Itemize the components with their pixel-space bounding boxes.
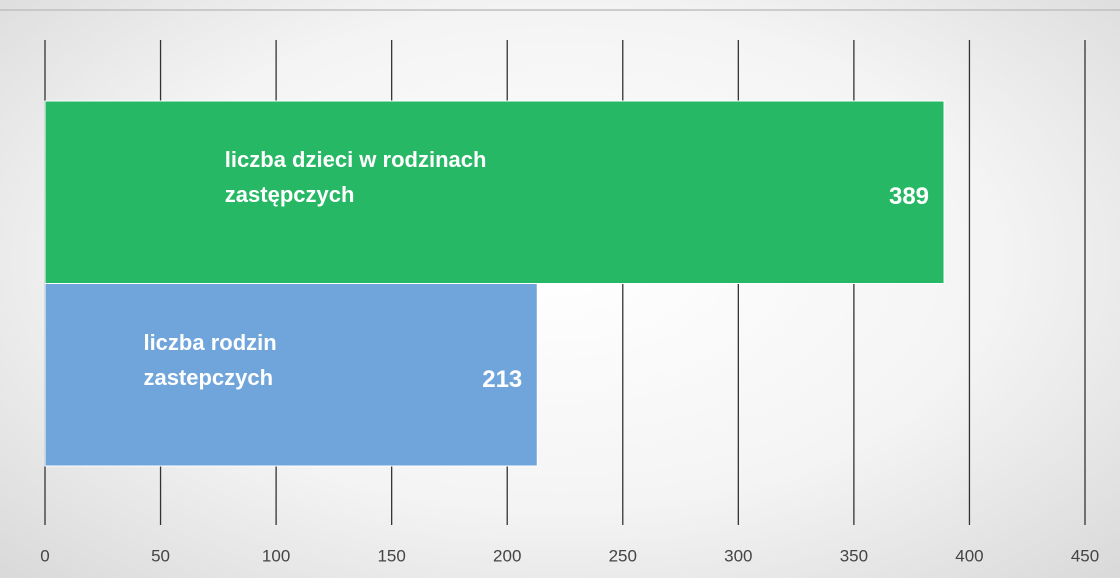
- x-tick-label: 0: [40, 546, 49, 565]
- x-tick-label: 300: [724, 546, 752, 565]
- x-tick-label: 450: [1071, 546, 1099, 565]
- x-tick-label: 400: [955, 546, 983, 565]
- value-label: 213: [482, 365, 523, 393]
- x-tick-label: 250: [609, 546, 637, 565]
- category-label: liczba rodzin zastepczych: [143, 329, 277, 390]
- value-label: 389: [888, 183, 930, 211]
- x-tick-label: 100: [262, 546, 290, 565]
- bar: [44, 283, 538, 467]
- category-label: liczba dzieci w rodzinach zastępczych: [224, 147, 487, 208]
- x-tick-label: 200: [493, 546, 521, 565]
- x-tick-label: 150: [377, 546, 405, 565]
- bar: [44, 100, 945, 284]
- x-tick-label: 50: [151, 546, 170, 565]
- x-tick-label: 350: [840, 546, 868, 565]
